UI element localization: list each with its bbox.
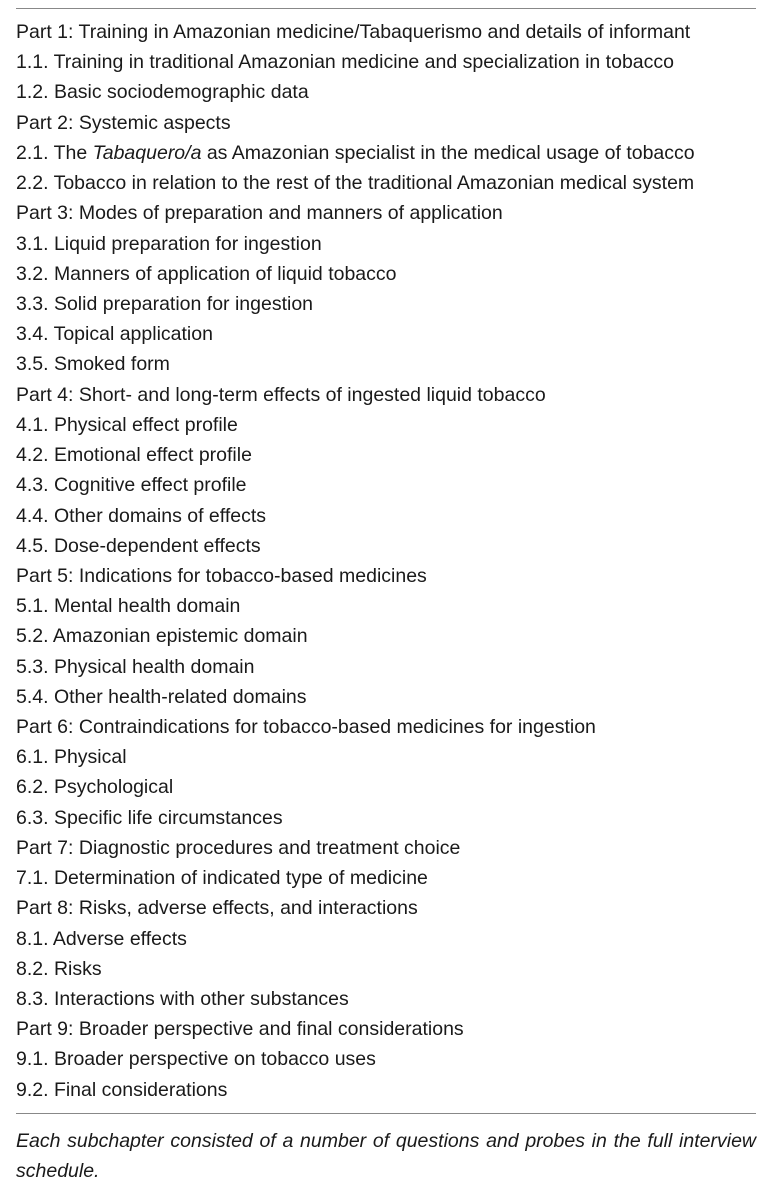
outline-line: 6.1. Physical <box>16 742 756 772</box>
bottom-rule <box>16 1113 756 1114</box>
outline-text: 9.2. Final considerations <box>16 1079 227 1101</box>
outline-text: 9.1. Broader perspective on tobacco uses <box>16 1048 376 1070</box>
outline-line: Part 5: Indications for tobacco-based me… <box>16 561 756 591</box>
outline-line: Part 6: Contraindications for tobacco-ba… <box>16 712 756 742</box>
outline-text: 1.2. Basic sociodemographic data <box>16 81 309 103</box>
outline-line: Part 7: Diagnostic procedures and treatm… <box>16 833 756 863</box>
outline-line: 1.1. Training in traditional Amazonian m… <box>16 47 756 77</box>
outline-text: 5.2. Amazonian epistemic domain <box>16 625 308 647</box>
outline-line: 4.2. Emotional effect profile <box>16 440 756 470</box>
outline-text: Part 7: Diagnostic procedures and treatm… <box>16 837 460 859</box>
outline-text: Part 1: Training in Amazonian medicine/T… <box>16 21 690 43</box>
outline-line: 3.3. Solid preparation for ingestion <box>16 289 756 319</box>
outline-text: 8.2. Risks <box>16 958 102 980</box>
outline-line: Part 9: Broader perspective and final co… <box>16 1014 756 1044</box>
outline-text: 6.1. Physical <box>16 746 127 768</box>
outline-text: 7.1. Determination of indicated type of … <box>16 867 428 889</box>
outline-line: Part 1: Training in Amazonian medicine/T… <box>16 17 756 47</box>
outline-text: 6.2. Psychological <box>16 776 173 798</box>
outline-text: Part 3: Modes of preparation and manners… <box>16 202 503 224</box>
outline-text: 5.4. Other health-related domains <box>16 686 307 708</box>
outline-text: 3.2. Manners of application of liquid to… <box>16 263 397 285</box>
outline-line: 4.4. Other domains of effects <box>16 501 756 531</box>
outline-text: Part 4: Short- and long-term effects of … <box>16 384 546 406</box>
outline-text-suffix: as Amazonian specialist in the medical u… <box>201 142 694 164</box>
outline-text: Part 6: Contraindications for tobacco-ba… <box>16 716 596 738</box>
outline-text: 3.5. Smoked form <box>16 353 170 375</box>
outline-line: 6.2. Psychological <box>16 772 756 802</box>
outline-text: 3.1. Liquid preparation for ingestion <box>16 233 322 255</box>
outline-text: 5.3. Physical health domain <box>16 656 254 678</box>
outline-line: 8.1. Adverse effects <box>16 924 756 954</box>
outline-text: Part 2: Systemic aspects <box>16 112 231 134</box>
outline-line: 8.2. Risks <box>16 954 756 984</box>
outline-line: 3.2. Manners of application of liquid to… <box>16 259 756 289</box>
outline-line: 9.2. Final considerations <box>16 1075 756 1105</box>
outline-line: 8.3. Interactions with other substances <box>16 984 756 1014</box>
outline-text: Part 9: Broader perspective and final co… <box>16 1018 464 1040</box>
outline-line: 5.1. Mental health domain <box>16 591 756 621</box>
outline-line: 7.1. Determination of indicated type of … <box>16 863 756 893</box>
outline-line: 2.2. Tobacco in relation to the rest of … <box>16 168 756 198</box>
outline-text: 5.1. Mental health domain <box>16 595 240 617</box>
outline-text: 8.3. Interactions with other substances <box>16 988 349 1010</box>
outline-text: 4.4. Other domains of effects <box>16 505 266 527</box>
outline-line: 1.2. Basic sociodemographic data <box>16 77 756 107</box>
outline-text: Part 8: Risks, adverse effects, and inte… <box>16 897 418 919</box>
page: Part 1: Training in Amazonian medicine/T… <box>0 8 772 1186</box>
outline-line: 5.3. Physical health domain <box>16 652 756 682</box>
outline-text: 8.1. Adverse effects <box>16 928 187 950</box>
outline-text-italic: Tabaquero/a <box>93 142 202 164</box>
outline-line: 3.5. Smoked form <box>16 349 756 379</box>
outline-text-prefix: 2.1. The <box>16 142 93 164</box>
outline-line: 9.1. Broader perspective on tobacco uses <box>16 1044 756 1074</box>
outline-text: 6.3. Specific life circumstances <box>16 807 283 829</box>
outline-text: 3.3. Solid preparation for ingestion <box>16 293 313 315</box>
outline-line: Part 2: Systemic aspects <box>16 108 756 138</box>
outline-text: Part 5: Indications for tobacco-based me… <box>16 565 427 587</box>
outline-text: 1.1. Training in traditional Amazonian m… <box>16 51 674 73</box>
outline: Part 1: Training in Amazonian medicine/T… <box>16 15 756 1105</box>
outline-text: 2.2. Tobacco in relation to the rest of … <box>16 172 694 194</box>
outline-line: 3.1. Liquid preparation for ingestion <box>16 229 756 259</box>
outline-text: 4.1. Physical effect profile <box>16 414 238 436</box>
footnote: Each subchapter consisted of a number of… <box>16 1126 756 1186</box>
outline-line: 3.4. Topical application <box>16 319 756 349</box>
outline-text: 3.4. Topical application <box>16 323 213 345</box>
outline-line: 2.1. The Tabaquero/a as Amazonian specia… <box>16 138 756 168</box>
outline-line: 4.3. Cognitive effect profile <box>16 470 756 500</box>
outline-line: 4.1. Physical effect profile <box>16 410 756 440</box>
outline-line: 4.5. Dose-dependent effects <box>16 531 756 561</box>
outline-line: 5.2. Amazonian epistemic domain <box>16 621 756 651</box>
outline-text: 4.3. Cognitive effect profile <box>16 474 247 496</box>
outline-line: Part 8: Risks, adverse effects, and inte… <box>16 893 756 923</box>
outline-text: 4.5. Dose-dependent effects <box>16 535 261 557</box>
outline-line: Part 4: Short- and long-term effects of … <box>16 380 756 410</box>
outline-line: 6.3. Specific life circumstances <box>16 803 756 833</box>
outline-text: 4.2. Emotional effect profile <box>16 444 252 466</box>
top-rule <box>16 8 756 9</box>
outline-line: 5.4. Other health-related domains <box>16 682 756 712</box>
outline-line: Part 3: Modes of preparation and manners… <box>16 198 756 228</box>
